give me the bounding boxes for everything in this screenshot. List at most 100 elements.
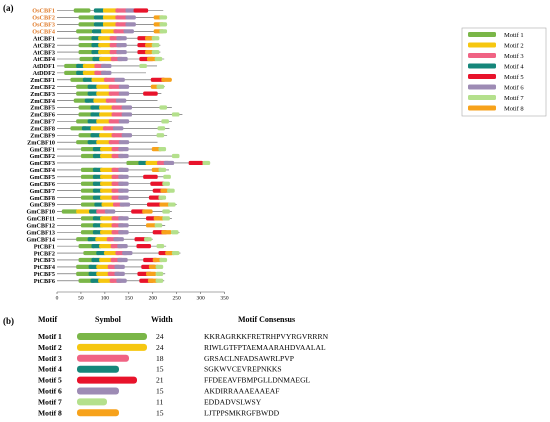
table-header-consensus: Motif Consensus [238,315,295,324]
motif-3-block [111,133,125,138]
gene-label: ZmCBF6 [30,112,55,119]
table-width: 21 [156,376,164,385]
table-row: Motif 8 15 LJTPPSMKRGFBWDD [38,408,280,417]
gene-label: GmCBF11 [27,216,55,223]
gene-label: GmCBF9 [30,202,55,209]
motif-1-block [78,43,96,48]
gene-label: OsCBF3 [32,22,55,29]
table-width: 24 [156,343,164,352]
motif-1-block [76,271,93,276]
motif-6-block [121,112,133,117]
gene-row: GmCBF11 [27,216,172,223]
motif-6-block [118,230,129,235]
gene-row: AtCBF1 [33,35,160,42]
motif-7-block [156,133,165,138]
motif-7-block [167,188,175,193]
axis-tick-label: 50 [78,296,84,302]
table-symbol-1 [77,333,147,340]
motif-8-block [142,209,153,214]
table-consensus: GRSACLNFADSAWRLPVP [204,354,294,363]
motif-7-block [202,160,211,166]
motif-4-block [93,15,105,20]
motif-8-block [146,271,157,276]
motif-7-block [158,147,167,152]
motif-7-block [144,237,152,242]
motif-2-block [96,119,113,124]
motif-7-block [139,63,147,69]
legend-label-3: Motif 3 [504,53,524,60]
motif-3-block [115,8,128,13]
motif-8-block [161,230,172,235]
motif-3-block [108,84,122,89]
motif-2-block [96,140,113,145]
axis-tick-label: 100 [101,296,110,302]
gene-row: PtCBF2 [34,250,181,257]
legend-label-2: Motif 2 [504,43,524,50]
motif-6-block [114,264,125,270]
motif-3-block [105,98,119,103]
motif-6-block [101,63,112,69]
motif-2-block [101,29,118,34]
motif-1-block [70,77,88,82]
table-motif-name: Motif 4 [38,365,62,374]
motif-7-block [156,84,165,89]
motif-2-block [99,112,116,117]
motif-6-block [101,70,112,75]
motif-6-block [118,119,130,124]
table-motif-name: Motif 5 [38,376,62,385]
motif-7-block [162,181,170,186]
motif-7-block [156,244,165,249]
motif-6-block [114,77,125,82]
gene-label: GmCBF6 [30,181,55,188]
motif-2-block [102,8,120,13]
motif-6-block [117,244,128,249]
gene-label: OsCBF2 [32,15,55,22]
table-consensus: KKRAGRKKFRETRHPVYRGVRRRN [204,332,329,341]
motif-table: Motif Symbol Width Motif Consensus Motif… [38,315,329,417]
legend-swatch-6 [468,84,496,90]
motif-7-block [162,216,170,221]
motif-7-block [168,202,176,207]
motif-7-block [155,271,164,276]
motif-6-block [122,250,133,256]
gene-row: GmCBF5 [30,174,171,181]
gene-row: ZmCBF10 [27,139,158,146]
gene-row: PtCBF5 [34,271,166,278]
gene-row: PtCBF3 [34,257,168,264]
motif-7-block [159,105,168,110]
motif-4-block [90,112,101,117]
motif-legend: Motif 1 Motif 2 Motif 3 Motif 4 Motif 5 Motif… [461,27,547,117]
motif-2-block [102,22,120,27]
table-row: Motif 3 18 GRSACLNFADSAWRLPVP [38,354,294,363]
motif-1-block [78,36,96,41]
motif-6-block [118,140,130,145]
motif-6-block [104,209,116,214]
gene-label: ZmCBF8 [30,126,55,133]
motif-6-block [116,278,127,283]
table-symbol-6 [77,387,119,395]
motif-3-block [111,105,125,110]
table-consensus: FFDEEAVFBMPGLLDNMAEGL [204,376,311,385]
table-row: Motif 7 11 EDDADVSLWSY [38,397,262,406]
motif-7-block [159,15,168,20]
motif-2-block [99,105,116,110]
motif-6-block [115,98,127,103]
motif-3-block [108,140,122,145]
motif-2-block [76,209,93,214]
motif-6-block [125,22,136,27]
motif-6-block [121,105,133,110]
motif-6-block [118,153,129,159]
motif-6-block [125,15,136,20]
table-consensus: AKDIRRAAAEAAEAF [204,387,280,396]
motif-1-block [78,15,96,20]
motif-6-block [118,181,129,186]
motif-3-block [111,112,125,117]
motif-5-block [143,174,158,179]
gene-label: GmCBF13 [26,229,55,236]
legend-label-1: Motif 1 [504,32,524,39]
motif-4-block [84,98,96,103]
table-motif-name: Motif 1 [38,332,62,341]
motif-7-block [171,250,180,256]
gene-row: GmCBF12 [26,223,166,230]
